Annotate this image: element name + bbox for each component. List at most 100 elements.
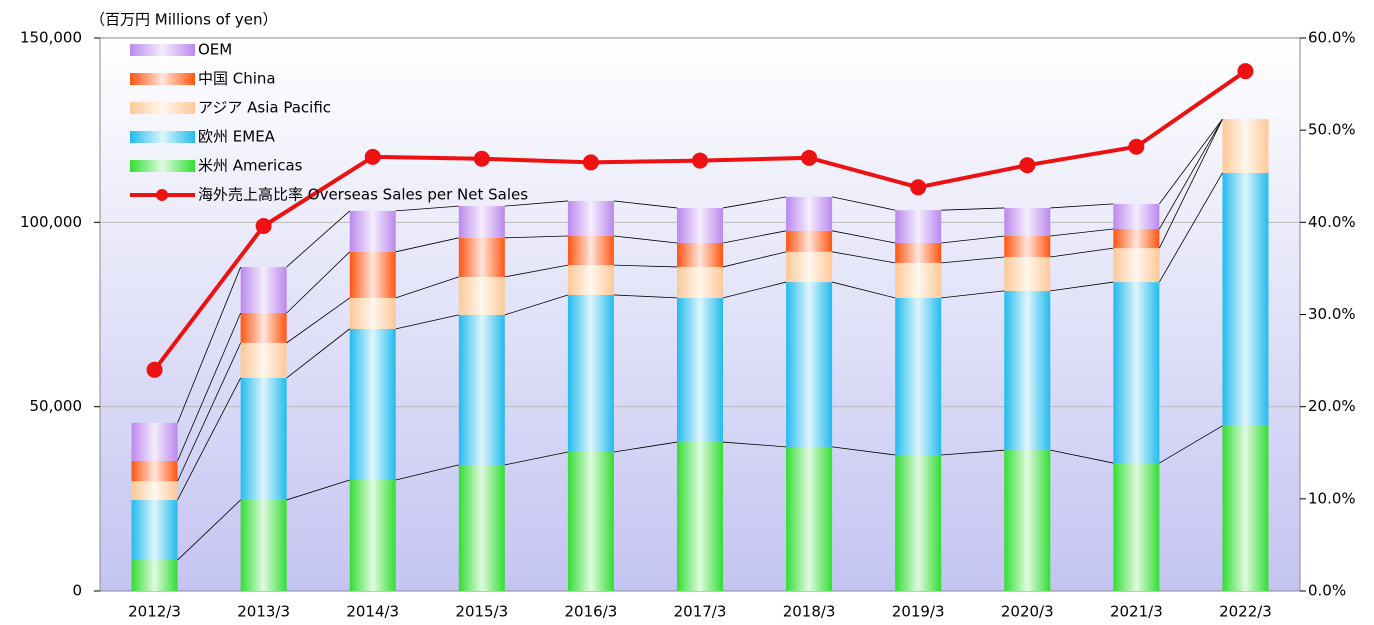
connector [1050,203,1114,209]
connector [613,235,678,244]
y2-tick-label: 40.0% [1308,213,1356,231]
legend-swatch [130,102,195,114]
connector [831,281,896,299]
bar-segment [567,235,614,266]
line-marker [692,152,708,169]
connector [832,230,896,244]
x-tick-label: 2017/3 [674,603,727,621]
line-marker [1128,138,1145,155]
legend-label: 中国 China [198,70,276,88]
bar-segment [1113,282,1160,464]
bar-segment [349,297,396,329]
bar-segment [895,297,942,455]
x-tick-label: 2018/3 [783,603,836,621]
bar-segment [1004,450,1051,591]
connector [1159,425,1223,464]
y-axis-label: （百万円 Millions of yen） [90,11,278,29]
legend-swatch [156,189,168,201]
y-tick-label: 50,000 [30,397,83,415]
line-marker [364,148,381,165]
bar-segment [786,446,833,591]
x-tick-label: 2014/3 [346,603,399,621]
connector [504,294,569,316]
connector [722,251,787,268]
bar-segment [677,242,723,267]
bar-segment [677,442,723,591]
legend-swatch [130,131,195,143]
connector [722,196,787,209]
x-tick-label: 2015/3 [455,603,508,621]
connector [613,441,678,453]
bar-segment [1004,235,1051,257]
bar-segment [895,262,942,298]
y2-tick-label: 30.0% [1308,305,1356,323]
line-marker [473,150,490,167]
legend-label: 米州 Americas [198,157,303,175]
bar-segment [131,481,178,500]
connector [504,451,568,466]
bar-segment [895,454,942,591]
bar-segment [786,282,833,447]
bar-segment [567,294,614,453]
bar-segment [786,196,833,231]
connector [832,196,896,211]
y2-tick-label: 60.0% [1308,29,1356,47]
connector [941,207,1005,211]
connector [286,251,351,314]
line-marker [910,179,927,196]
connector [832,446,896,456]
connector [504,264,568,278]
y2-tick-label: 10.0% [1308,489,1356,507]
bar-segment [458,206,505,238]
bar-segment [131,560,178,591]
connector [722,230,787,244]
bar-segment [458,276,505,315]
bar-segment [1113,463,1160,591]
connector [1050,228,1114,237]
bar-segment [786,230,833,252]
y2-tick-label: 20.0% [1308,397,1356,415]
x-tick-label: 2012/3 [128,603,181,621]
y2-tick-label: 50.0% [1308,121,1356,139]
bar-segment [131,422,178,461]
connector [177,499,241,561]
connector [177,266,242,424]
bar-segment [1222,172,1269,426]
connector [286,297,350,344]
connector [504,200,568,207]
x-tick-label: 2021/3 [1110,603,1163,621]
connector [1050,449,1114,464]
bar-segment [458,314,505,465]
bar-segment [240,499,287,591]
connector [1159,118,1223,230]
connector [941,235,1005,244]
legend-label: アジア Asia Pacific [198,99,331,117]
connector [722,441,787,448]
bar-segment [240,342,287,378]
connector [504,235,568,239]
connector [613,294,678,299]
line-marker [255,218,272,235]
connector [1159,172,1223,283]
connector [832,251,896,264]
legend-label: 欧州 EMEA [198,128,276,146]
bar-segment [1004,207,1051,236]
connector [613,264,678,268]
bar-segment [1004,256,1051,291]
x-tick-label: 2022/3 [1219,603,1272,621]
x-tick-label: 2020/3 [1001,603,1054,621]
y-tick-label: 100,000 [20,213,82,231]
bar-segment [458,464,505,591]
bar-segment [240,377,287,500]
line-marker [1019,157,1036,174]
bar-segment [567,452,614,591]
connector [286,210,350,268]
bar-segment [1222,425,1269,591]
x-tick-label: 2013/3 [237,603,290,621]
bar-segment [677,297,723,443]
connector [395,237,459,253]
bar-segment [1004,290,1051,451]
legend-swatch [130,160,195,172]
bar-segment [1222,119,1269,173]
